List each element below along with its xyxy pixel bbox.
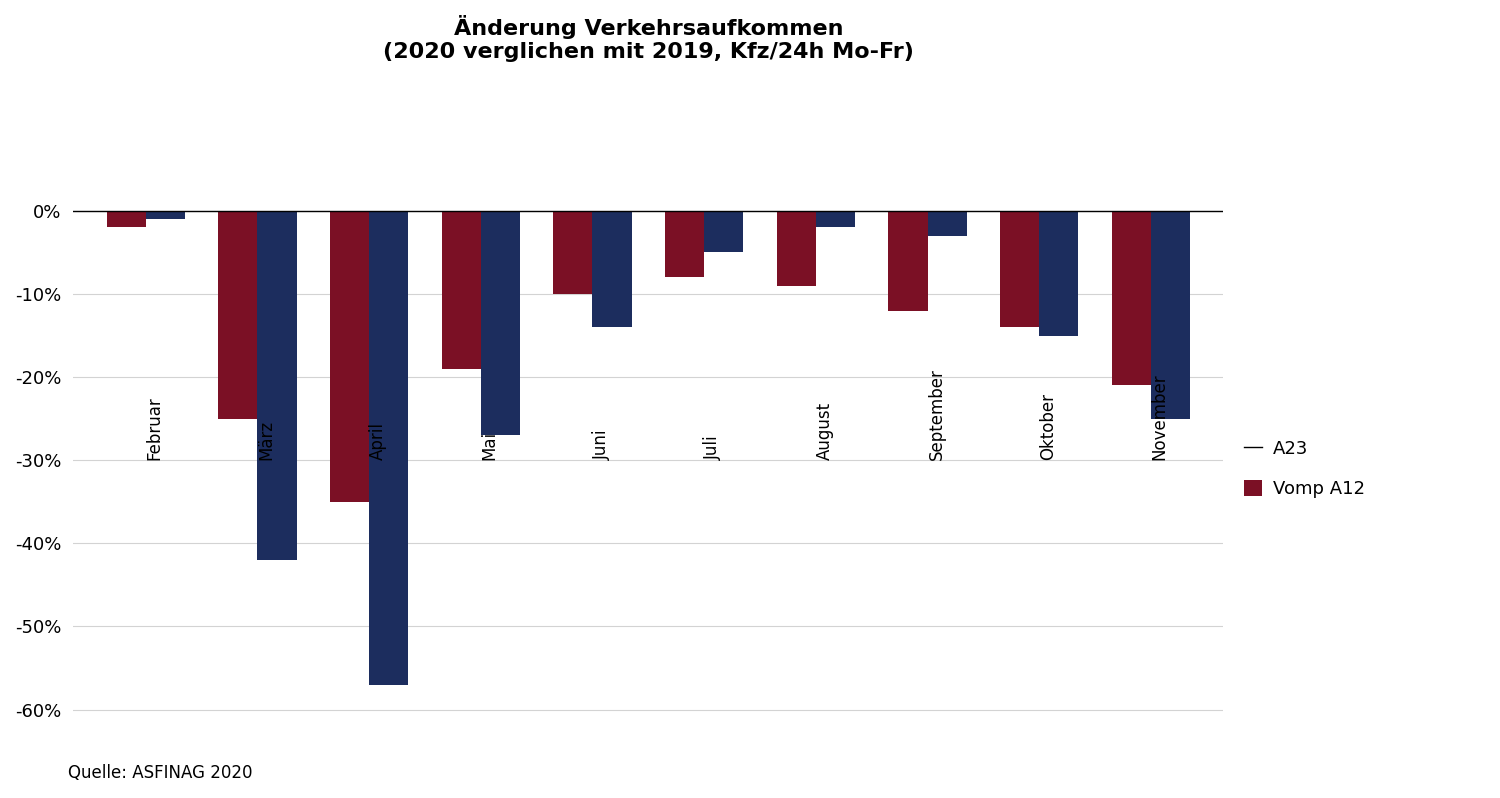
Bar	[106, 211, 146, 227]
Bar	[1000, 211, 1039, 327]
Legend: A23, Vomp A12: A23, Vomp A12	[1244, 440, 1365, 498]
Bar	[258, 211, 297, 560]
Text: November: November	[1150, 373, 1168, 460]
Text: April: April	[369, 422, 387, 460]
Bar	[330, 211, 369, 502]
Bar	[554, 211, 592, 294]
Bar	[777, 211, 816, 286]
Bar	[704, 211, 742, 252]
Bar	[888, 211, 927, 310]
Bar	[369, 211, 408, 685]
Bar	[441, 211, 482, 369]
Text: Juli: Juli	[704, 436, 722, 460]
Bar	[664, 211, 704, 278]
Text: Juni: Juni	[592, 429, 610, 460]
Bar	[1112, 211, 1150, 385]
Title: Änderung Verkehrsaufkommen
(2020 verglichen mit 2019, Kfz/24h Mo-Fr): Änderung Verkehrsaufkommen (2020 verglic…	[382, 15, 914, 62]
Bar	[219, 211, 258, 419]
Text: Oktober: Oktober	[1040, 393, 1058, 460]
Text: Quelle: ASFINAG 2020: Quelle: ASFINAG 2020	[68, 764, 252, 782]
Bar	[816, 211, 855, 227]
Bar	[927, 211, 966, 235]
Bar	[1150, 211, 1190, 419]
Text: Mai: Mai	[482, 431, 500, 460]
Bar	[592, 211, 632, 327]
Bar	[1040, 211, 1078, 335]
Bar	[146, 211, 184, 219]
Text: August: August	[816, 402, 834, 460]
Bar	[482, 211, 520, 435]
Text: Februar: Februar	[146, 397, 164, 460]
Text: September: September	[927, 369, 945, 460]
Text: März: März	[258, 420, 276, 460]
